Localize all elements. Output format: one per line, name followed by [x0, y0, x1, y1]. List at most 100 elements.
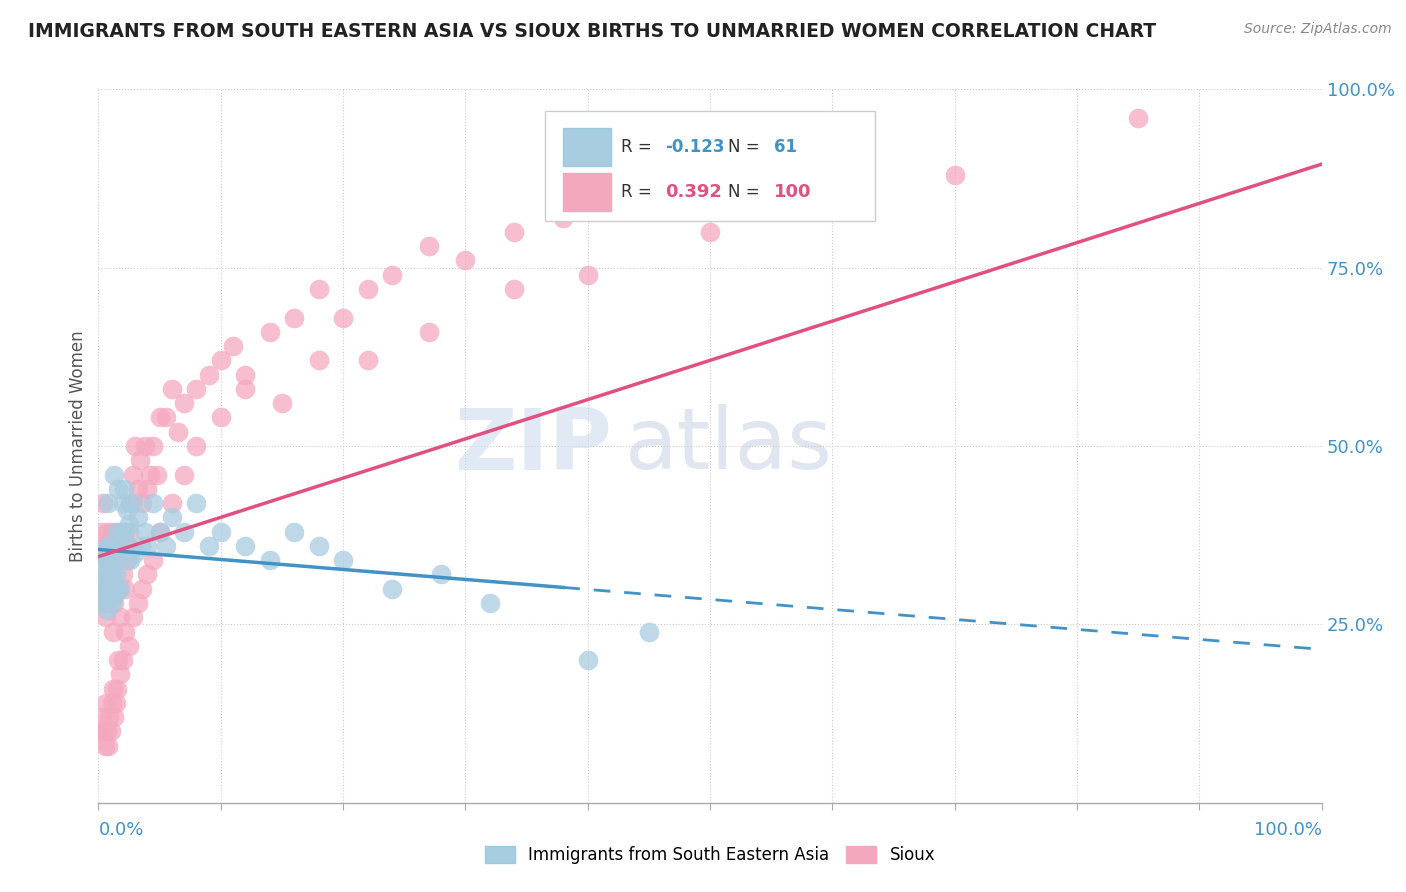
Point [91, 496, 114, 510]
Text: 0.392: 0.392 [665, 183, 721, 201]
Point [186, 382, 208, 396]
Point [101, 574, 124, 589]
Point [121, 467, 143, 482]
Point [209, 353, 232, 368]
Point [103, 596, 125, 610]
Point [160, 510, 183, 524]
Point [553, 211, 575, 225]
Point [120, 553, 142, 567]
Point [112, 524, 135, 539]
Text: IMMIGRANTS FROM SOUTH EASTERN ASIA VS SIOUX BIRTHS TO UNMARRIED WOMEN CORRELATIO: IMMIGRANTS FROM SOUTH EASTERN ASIA VS SI… [28, 22, 1156, 41]
Point [233, 539, 256, 553]
Point [149, 410, 172, 425]
Point [129, 453, 152, 467]
Point [124, 546, 146, 560]
Point [186, 439, 208, 453]
Point [1128, 111, 1150, 125]
Point [97, 496, 120, 510]
Point [103, 589, 125, 603]
Point [110, 582, 132, 596]
Point [115, 553, 138, 567]
Point [167, 425, 190, 439]
Point [93, 567, 115, 582]
Point [142, 439, 165, 453]
Point [173, 524, 195, 539]
Point [111, 553, 134, 567]
Text: R =: R = [620, 183, 657, 201]
Point [478, 596, 501, 610]
Point [111, 567, 134, 582]
Point [332, 553, 354, 567]
Point [107, 553, 129, 567]
Point [308, 282, 330, 296]
Point [96, 553, 118, 567]
Point [127, 596, 149, 610]
Point [418, 325, 440, 339]
Point [105, 524, 128, 539]
Point [173, 467, 195, 482]
FancyBboxPatch shape [546, 111, 875, 221]
FancyBboxPatch shape [564, 128, 612, 166]
Point [98, 710, 121, 724]
Point [136, 539, 159, 553]
Point [418, 239, 440, 253]
Point [98, 553, 121, 567]
Point [117, 539, 139, 553]
Point [100, 539, 122, 553]
Point [98, 567, 121, 582]
Point [283, 524, 305, 539]
Point [91, 596, 114, 610]
Point [131, 496, 153, 510]
Point [149, 524, 172, 539]
Point [503, 282, 526, 296]
Point [101, 567, 124, 582]
Point [197, 368, 219, 382]
Point [104, 696, 127, 710]
Point [142, 553, 165, 567]
Point [91, 596, 114, 610]
Point [943, 168, 966, 182]
Point [155, 539, 177, 553]
Point [381, 268, 404, 282]
Point [100, 582, 122, 596]
Point [103, 467, 125, 482]
Point [93, 539, 115, 553]
Text: 100: 100 [773, 183, 811, 201]
Point [97, 739, 120, 753]
Point [108, 524, 131, 539]
Point [209, 410, 232, 425]
Point [107, 582, 129, 596]
Point [111, 496, 134, 510]
Point [91, 546, 114, 560]
Point [576, 653, 599, 667]
Point [821, 196, 844, 211]
Point [118, 524, 141, 539]
Text: Source: ZipAtlas.com: Source: ZipAtlas.com [1244, 22, 1392, 37]
Point [112, 482, 135, 496]
Point [91, 710, 114, 724]
Point [155, 410, 177, 425]
Point [93, 589, 115, 603]
Point [124, 439, 146, 453]
Point [94, 596, 117, 610]
Point [115, 503, 138, 517]
Point [576, 268, 599, 282]
Point [381, 582, 404, 596]
Point [105, 582, 128, 596]
Point [96, 724, 118, 739]
Point [107, 653, 129, 667]
Text: -0.123: -0.123 [665, 138, 724, 156]
Point [94, 582, 117, 596]
Point [139, 467, 162, 482]
Legend: Immigrants from South Eastern Asia, Sioux: Immigrants from South Eastern Asia, Siou… [478, 839, 942, 871]
Point [101, 696, 124, 710]
Point [259, 553, 281, 567]
Point [197, 539, 219, 553]
Point [118, 639, 141, 653]
Text: atlas: atlas [624, 404, 832, 488]
Point [149, 524, 172, 539]
Point [104, 567, 127, 582]
Point [142, 496, 165, 510]
Point [146, 467, 169, 482]
Point [356, 282, 378, 296]
